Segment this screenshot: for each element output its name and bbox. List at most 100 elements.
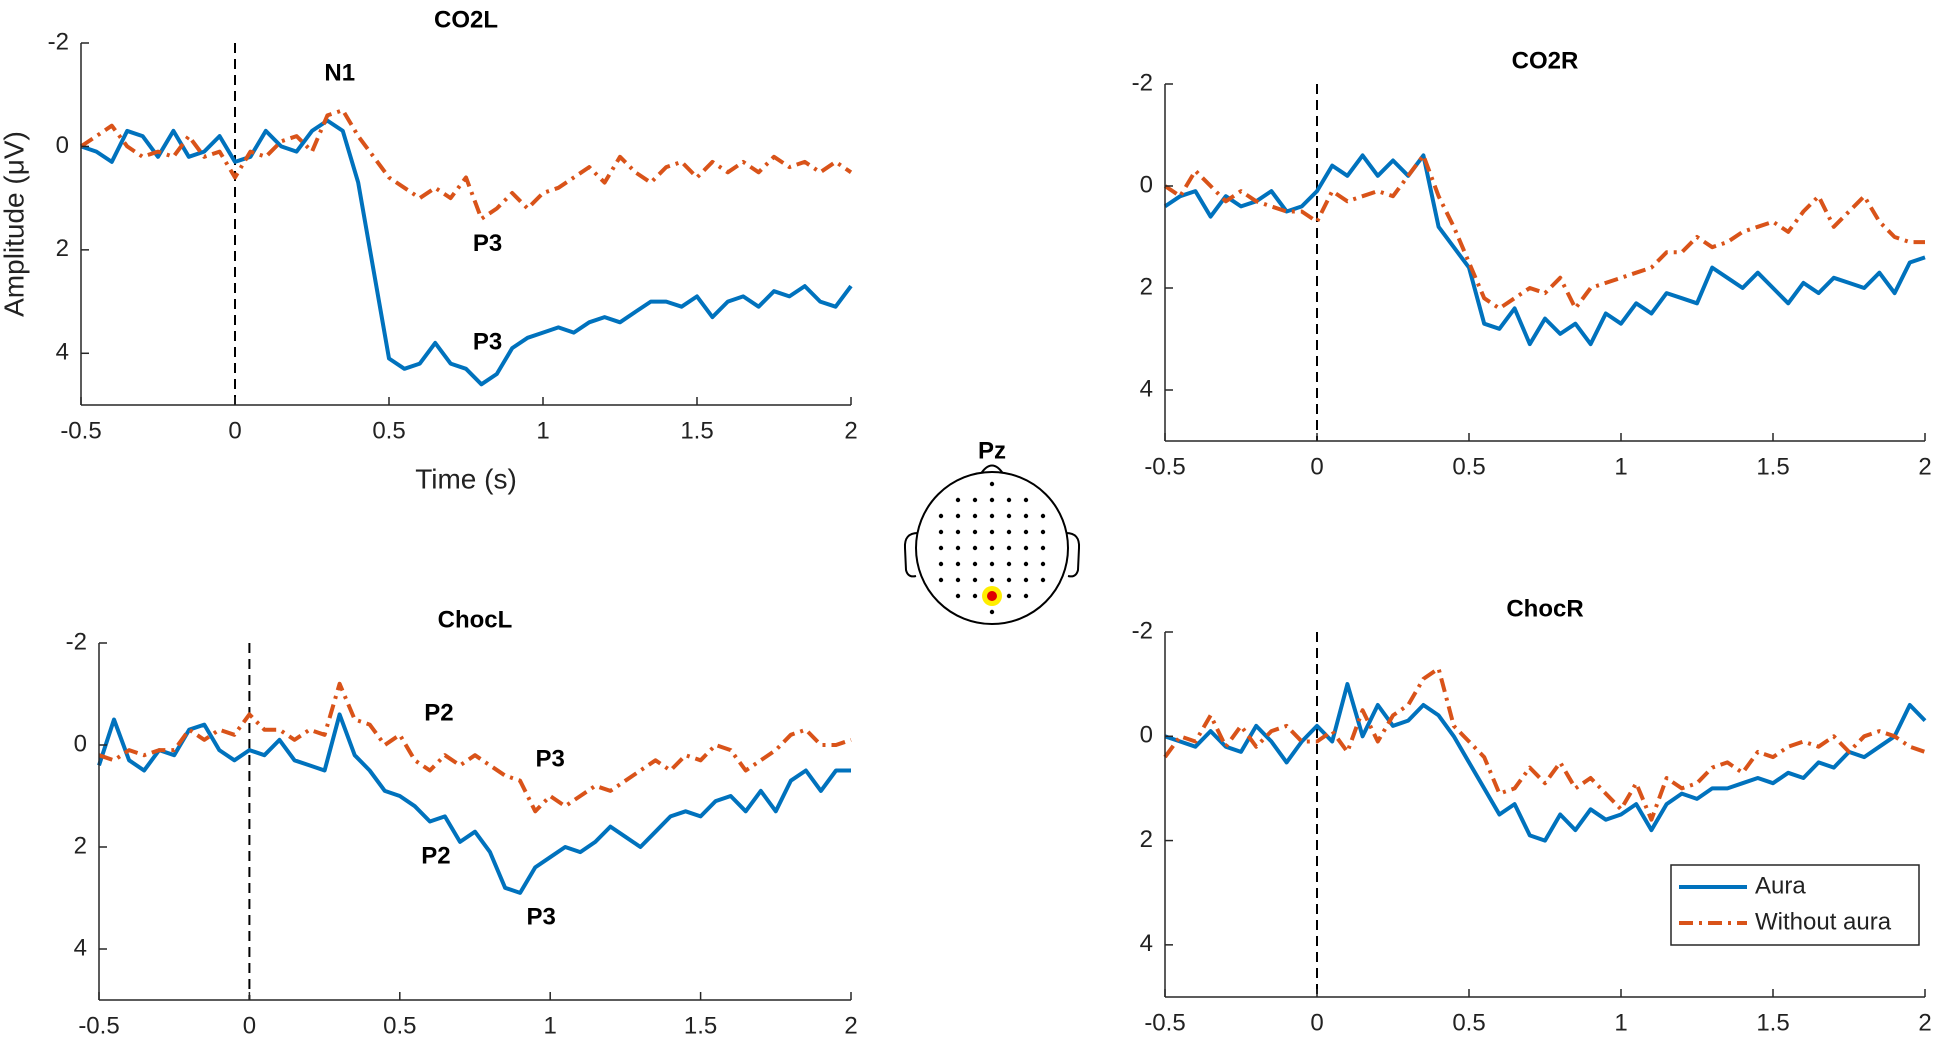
electrode-dots: [938, 481, 1046, 615]
y-tick-label: 2: [1140, 273, 1153, 300]
x-tick-label: -0.5: [78, 1012, 119, 1039]
x-tick-label: 0.5: [372, 417, 405, 444]
electrode-dot: [1006, 577, 1012, 583]
annotation: N1: [324, 59, 355, 86]
electrode-dot: [955, 529, 961, 535]
electrode-dot: [972, 529, 978, 535]
y-tick-label: 4: [1140, 930, 1153, 957]
electrode-dot: [989, 513, 995, 519]
y-axis-label: Amplitude (μV): [0, 131, 29, 317]
chart-title: CO2L: [434, 6, 498, 33]
y-tick-label: -2: [66, 628, 87, 655]
y-tick-label: 2: [74, 832, 87, 859]
electrode-dot: [1023, 561, 1029, 567]
electrode-dot: [989, 545, 995, 551]
electrode-dot: [1023, 593, 1029, 599]
electrode-dot: [1040, 529, 1046, 535]
chart-title: ChocR: [1506, 595, 1583, 622]
electrode-dot: [955, 593, 961, 599]
x-tick-label: 2: [1918, 1009, 1931, 1036]
electrode-dot: [989, 497, 995, 503]
x-tick-label: 0.5: [1452, 1009, 1485, 1036]
electrode-dot: [1040, 545, 1046, 551]
y-tick-label: 4: [1140, 375, 1153, 402]
legend: Aura Without aura: [1670, 864, 1920, 946]
electrode-dot: [1006, 513, 1012, 519]
x-tick-label: -0.5: [1144, 1009, 1185, 1036]
electrode-dot: [1006, 561, 1012, 567]
annotation: P3: [473, 328, 502, 355]
x-tick-label: 0: [1310, 1009, 1323, 1036]
x-tick-label: 0.5: [383, 1012, 416, 1039]
x-axis-label: Time (s): [415, 463, 517, 494]
electrode-dot: [989, 529, 995, 535]
electrode-dot: [938, 529, 944, 535]
electrode-dot: [938, 545, 944, 551]
electrode-label: Pz: [978, 437, 1006, 464]
electrode-dot: [989, 577, 995, 583]
y-tick-label: 0: [1140, 722, 1153, 749]
electrode-dot: [938, 513, 944, 519]
electrode-dot: [1023, 577, 1029, 583]
head-ear: [903, 532, 919, 578]
x-tick-label: 0: [243, 1012, 256, 1039]
electrode-dot: [1006, 545, 1012, 551]
series-line: [97, 712, 851, 895]
electrode-dot: [972, 513, 978, 519]
annotation: P2: [421, 843, 450, 870]
electrode-dot: [1006, 529, 1012, 535]
electrode-dot: [1023, 513, 1029, 519]
annotation: P2: [424, 700, 453, 727]
series-line: [1164, 682, 1927, 843]
x-tick-label: 0.5: [1452, 453, 1485, 480]
electrode-pz: [987, 591, 997, 601]
y-tick-label: 4: [56, 339, 69, 366]
x-tick-label: 1.5: [684, 1012, 717, 1039]
electrode-dot: [1023, 529, 1029, 535]
series-line: [80, 118, 853, 387]
y-tick-label: 2: [56, 235, 69, 262]
electrode-dot: [972, 561, 978, 567]
annotation: P3: [536, 746, 565, 773]
electrode-dot: [955, 513, 961, 519]
electrode-map: Pz: [903, 437, 1081, 625]
legend-box: [1670, 864, 1920, 946]
y-tick-label: 0: [56, 132, 69, 159]
electrode-dot: [972, 577, 978, 583]
electrode-dot: [989, 481, 995, 487]
annotation: P3: [526, 904, 555, 931]
annotation: P3: [473, 230, 502, 257]
y-tick-label: -2: [1132, 617, 1153, 644]
legend-label: Aura: [1755, 872, 1806, 899]
x-tick-label: 1.5: [680, 417, 713, 444]
electrode-dot: [1023, 545, 1029, 551]
y-tick-label: 4: [74, 934, 87, 961]
electrode-dot: [989, 609, 995, 615]
x-tick-label: 2: [844, 417, 857, 444]
x-tick-label: 1.5: [1756, 453, 1789, 480]
panel: CO2R -2 0 2 4 -0.5 0 0.5 1 1.5 2: [1132, 47, 1932, 480]
x-tick-label: 1: [536, 417, 549, 444]
series-line: [98, 681, 852, 814]
electrode-dot: [1006, 497, 1012, 503]
electrode-dot: [1040, 561, 1046, 567]
x-tick-label: 2: [844, 1012, 857, 1039]
electrode-dot: [938, 577, 944, 583]
electrode-dot: [955, 497, 961, 503]
y-tick-label: 0: [1140, 171, 1153, 198]
chart-title: CO2R: [1512, 47, 1579, 74]
y-tick-label: -2: [48, 28, 69, 55]
electrode-dot: [1006, 593, 1012, 599]
electrode-dot: [972, 545, 978, 551]
series-line: [1163, 153, 1925, 311]
series-line: [79, 108, 853, 221]
electrode-dot: [972, 593, 978, 599]
x-tick-label: 2: [1918, 453, 1931, 480]
y-tick-label: 0: [74, 730, 87, 757]
x-tick-label: 1: [1614, 453, 1627, 480]
x-tick-label: -0.5: [1144, 453, 1185, 480]
x-tick-label: -0.5: [60, 417, 101, 444]
electrode-dot: [972, 497, 978, 503]
panel: ChocL -2 0 2 4 -0.5 0 0.5 1 1.5 2 P2 P3 P2 P3: [66, 606, 858, 1039]
